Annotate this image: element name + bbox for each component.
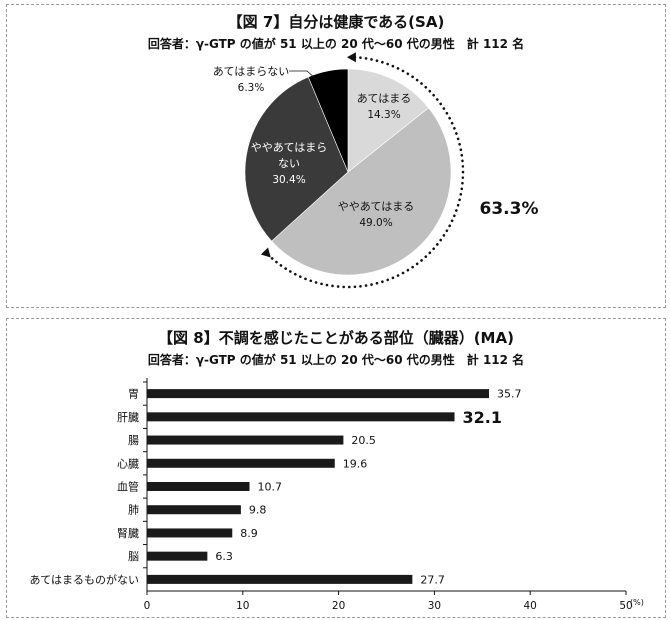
slice-label: ない — [278, 157, 300, 170]
x-unit-label: (%) — [630, 598, 644, 607]
x-tick-label: 0 — [144, 600, 151, 612]
chart-title: 【図 8】不調を感じたことがある部位（臓器）(MA) — [158, 329, 514, 347]
bar-chart-panel: 【図 8】不調を感じたことがある部位（臓器）(MA) 回答者：γ-GTP の値が… — [6, 318, 666, 618]
bar — [147, 435, 344, 445]
slice-value: 6.3% — [238, 82, 265, 94]
chart-subtitle: 回答者：γ-GTP の値が 51 以上の 20 代～60 代の男性 計 112 … — [147, 37, 525, 51]
total-annotation: 63.3% — [480, 199, 539, 219]
x-tick-label: 30 — [428, 600, 441, 612]
bar — [147, 574, 413, 584]
slice-label: ややあてはまら — [251, 141, 328, 154]
bar-value-label: 8.9 — [240, 527, 258, 540]
bar-value-label: 32.1 — [463, 408, 502, 427]
category-label: 腸 — [128, 434, 139, 447]
bar-value-label: 27.7 — [420, 573, 445, 586]
pie-slice — [307, 68, 349, 173]
pie-chart-panel: 【図 7】自分は健康である(SA) 回答者：γ-GTP の値が 51 以上の 2… — [6, 4, 666, 308]
bar — [147, 458, 335, 468]
slice-value: 14.3% — [367, 109, 400, 121]
category-label: 腎臓 — [117, 527, 139, 540]
bar — [147, 528, 233, 538]
arrow-head — [260, 247, 271, 258]
bar — [147, 482, 250, 491]
chart-subtitle: 回答者：γ-GTP の値が 51 以上の 20 代～60 代の男性 計 112 … — [147, 353, 525, 367]
category-label: 胃 — [128, 388, 139, 401]
category-label: 脳 — [128, 550, 139, 563]
pie-slice — [271, 107, 452, 276]
category-label: 心臓 — [117, 457, 139, 470]
x-tick-label: 50 — [619, 600, 632, 612]
bar — [147, 389, 490, 399]
pie-slice — [244, 76, 349, 242]
bar-chart: 0 10 20 30 40 50(%) 胃 35.7 肝臓 32.1 腸 20.5 心臓 19.6 血管 10… — [29, 378, 644, 612]
chart-title: 【図 7】自分は健康である(SA) — [227, 13, 445, 31]
bar-value-label: 10.7 — [258, 481, 283, 494]
slice-value: 49.0% — [359, 217, 392, 229]
slice-label: あてはまらない — [213, 65, 290, 78]
x-tick-label: 20 — [332, 600, 345, 612]
bar-value-label: 9.8 — [249, 504, 267, 517]
slice-label: あてはまる — [357, 92, 412, 105]
bar-value-label: 6.3 — [215, 550, 233, 563]
category-label: 肺 — [128, 504, 139, 517]
bar — [147, 412, 455, 422]
slice-value: 30.4% — [272, 174, 305, 186]
bar — [147, 551, 208, 561]
category-label: 血管 — [117, 480, 139, 494]
bar-value-label: 35.7 — [497, 388, 521, 401]
category-label: 肝臓 — [117, 411, 139, 424]
slice-label: ややあてはまる — [338, 200, 415, 213]
bar-value-label: 20.5 — [351, 434, 376, 447]
arrow-head — [346, 52, 356, 63]
bar-value-label: 19.6 — [343, 457, 368, 470]
x-tick-label: 40 — [524, 600, 537, 612]
leader-line — [289, 70, 317, 80]
x-tick-label: 10 — [236, 600, 249, 612]
bar — [147, 505, 241, 515]
category-label: あてはまるものがない — [29, 572, 139, 586]
pie-slice — [347, 68, 430, 173]
bracket-arc — [264, 55, 465, 289]
